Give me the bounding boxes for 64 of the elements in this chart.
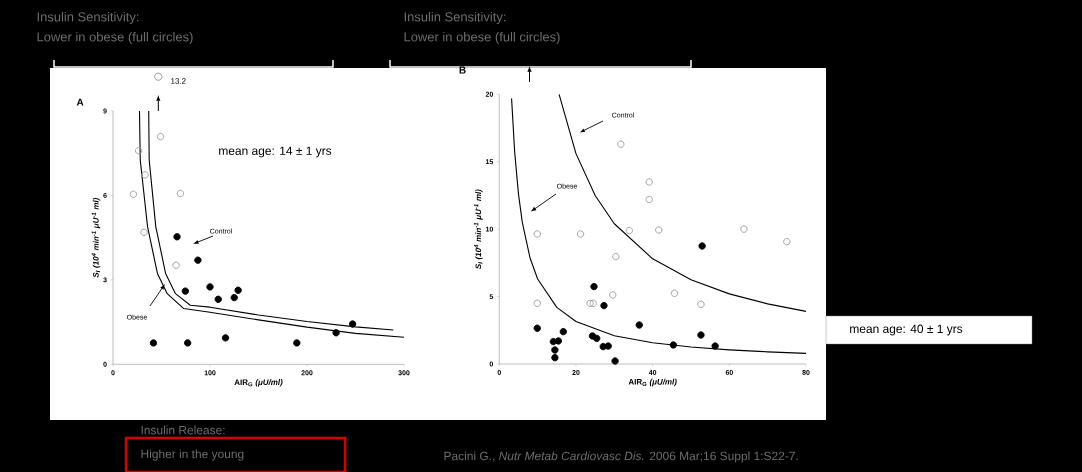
point — [156, 132, 165, 141]
point — [533, 299, 541, 307]
point — [670, 289, 679, 297]
point — [586, 299, 594, 307]
point — [740, 225, 748, 233]
text: Pacini G., Nutr Metab Cardiovasc Dis. 2006 Mar;16 Suppl 1:S22-7. — [444, 451, 798, 463]
point — [625, 226, 633, 235]
point — [533, 324, 541, 332]
chart-title: A — [76, 98, 84, 106]
point — [559, 327, 567, 336]
point — [604, 342, 612, 350]
point — [221, 334, 230, 342]
point — [149, 339, 158, 347]
text: Lower in obese (full circles) — [404, 31, 560, 45]
point — [176, 189, 185, 198]
point — [141, 171, 149, 179]
point — [609, 291, 617, 299]
line-series — [558, 93, 807, 312]
point — [551, 354, 559, 362]
point — [184, 339, 192, 347]
point — [635, 321, 643, 329]
point — [234, 286, 242, 294]
point — [645, 195, 653, 204]
point — [172, 261, 180, 269]
text: Insulin Release: — [141, 425, 225, 435]
point — [129, 190, 138, 198]
point — [134, 147, 143, 155]
point — [554, 337, 562, 345]
point — [698, 242, 706, 250]
point — [655, 226, 663, 234]
point — [140, 228, 148, 236]
point — [590, 282, 598, 291]
point — [576, 230, 585, 238]
chart-title: B — [459, 66, 466, 74]
point — [697, 300, 705, 308]
point — [214, 295, 222, 303]
point — [617, 140, 625, 148]
text: Higher in the young — [141, 449, 244, 461]
line-series — [511, 97, 807, 354]
point — [645, 178, 653, 186]
point — [589, 299, 597, 307]
point — [194, 256, 202, 264]
text: Insulin Sensitivity: — [404, 11, 506, 25]
point — [293, 339, 301, 347]
annotation: mean age: 14 ± 1 yrs — [219, 146, 332, 158]
point — [611, 357, 619, 365]
point — [173, 233, 181, 241]
point — [230, 293, 238, 302]
point — [669, 341, 678, 349]
point — [533, 230, 541, 238]
point — [600, 301, 608, 310]
text: mean age: 40 ± 1 yrs — [850, 324, 963, 336]
point — [612, 253, 620, 261]
point — [697, 331, 705, 339]
point — [551, 346, 559, 354]
point — [593, 334, 601, 343]
text: Lower in obese (full circles) — [37, 31, 193, 45]
point — [181, 287, 190, 295]
point — [783, 238, 791, 246]
text: Insulin Sensitivity: — [37, 11, 139, 25]
point — [332, 329, 340, 337]
point — [348, 320, 357, 328]
point — [206, 283, 214, 291]
point — [711, 342, 719, 350]
